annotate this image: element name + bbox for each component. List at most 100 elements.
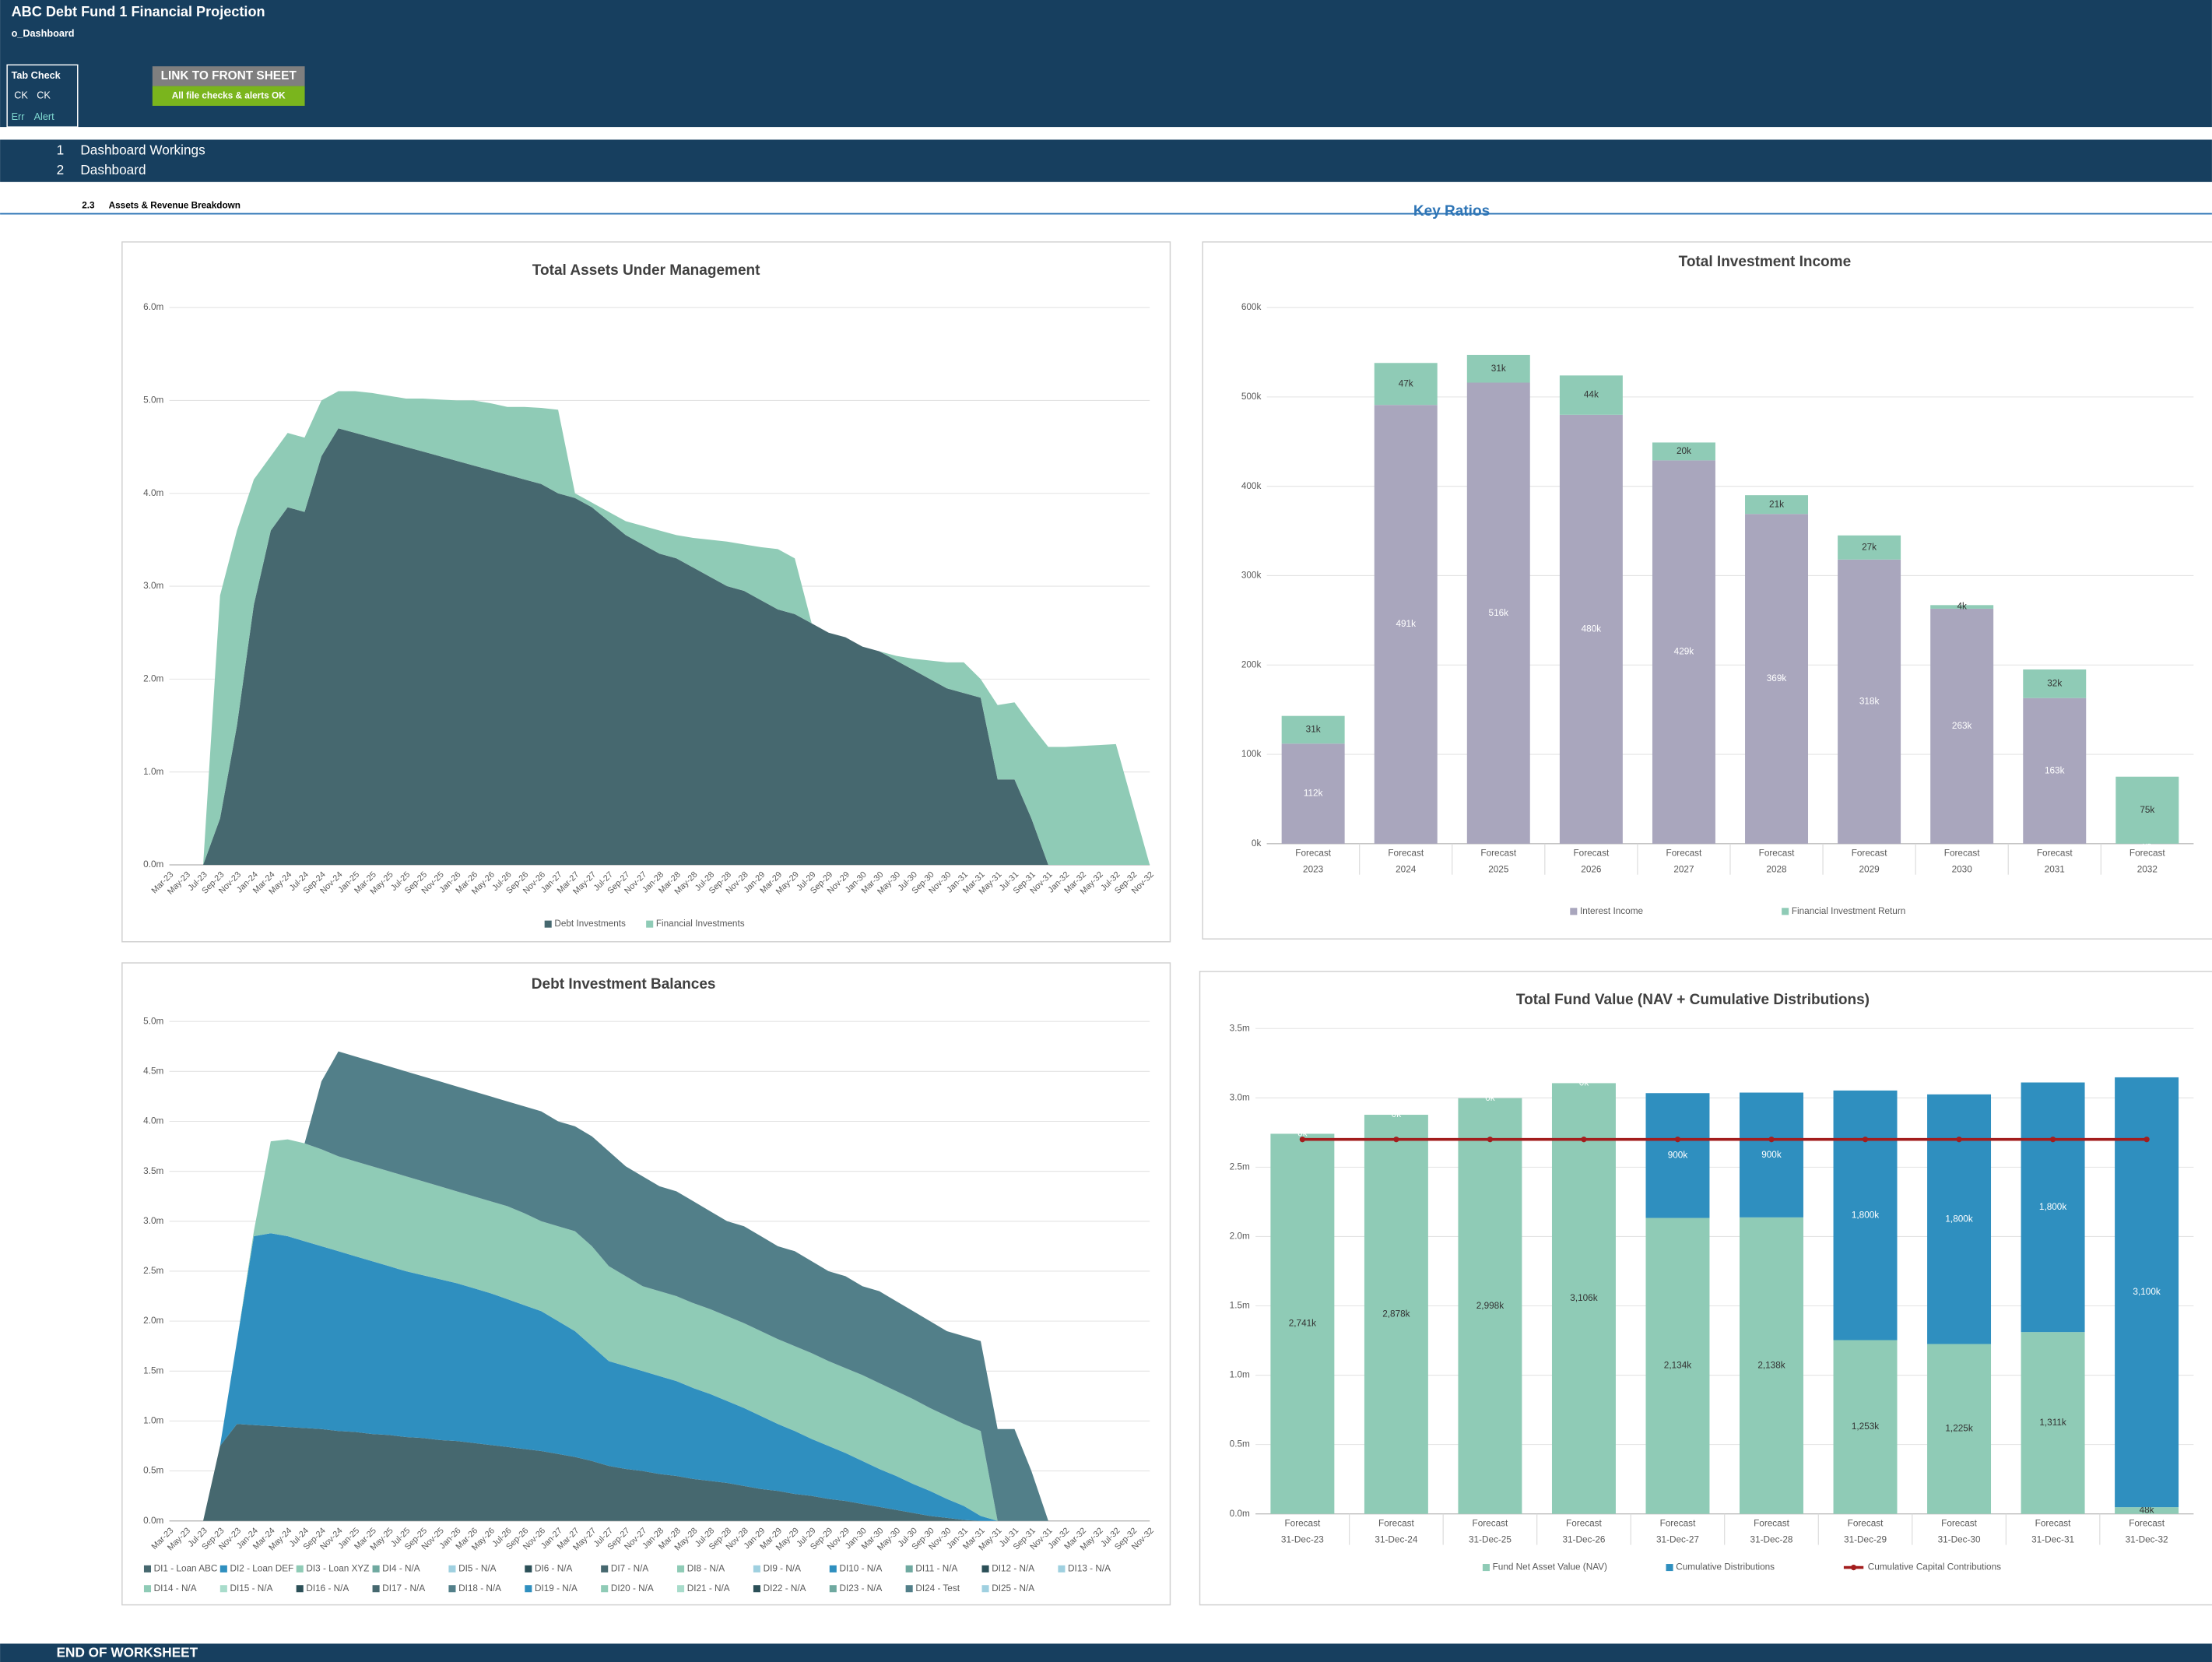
legend-label: Financial Investments <box>656 919 745 929</box>
link-button-label[interactable]: LINK TO FRONT SHEET <box>161 69 297 83</box>
status-box <box>152 86 305 106</box>
x-tick-label: Forecast <box>1284 1518 1321 1528</box>
x-tick-label: Forecast <box>1759 849 1796 859</box>
data-label: 263k <box>1952 721 1972 731</box>
legend-label: DI21 - N/A <box>687 1583 730 1593</box>
data-label: 4k <box>1957 602 1967 612</box>
y-tick-label: 600k <box>1241 302 1262 312</box>
y-tick-label: 0.0m <box>1230 1509 1250 1519</box>
legend-label: Financial Investment Return <box>1792 906 1905 916</box>
x-tick-label: 31-Dec-24 <box>1375 1534 1417 1544</box>
data-label: 491k <box>1396 619 1416 629</box>
data-label: 1,225k <box>1945 1424 1972 1434</box>
area <box>169 1233 1150 1521</box>
x-tick-label: 31-Dec-29 <box>1844 1534 1887 1544</box>
legend-swatch <box>677 1565 685 1572</box>
bar <box>2021 1332 2085 1514</box>
bar <box>1838 535 1901 560</box>
legend-swatch <box>601 1565 609 1572</box>
x-tick-label: 2027 <box>1673 864 1694 874</box>
legend-label: DI20 - N/A <box>611 1583 654 1593</box>
legend-swatch <box>1570 908 1578 915</box>
legend-swatch <box>981 1565 989 1572</box>
x-tick-label: Forecast <box>1573 849 1610 859</box>
legend-swatch <box>296 1585 304 1593</box>
bar <box>1374 363 1438 406</box>
y-tick-label: 2.0m <box>143 673 163 683</box>
legend-label: DI19 - N/A <box>535 1583 578 1593</box>
legend-swatch <box>1482 1564 1490 1572</box>
x-tick-label: Forecast <box>2035 1518 2072 1528</box>
y-tick-label: 0.5m <box>143 1466 163 1476</box>
tab-check-label: Tab Check <box>12 70 61 81</box>
data-label: 27k <box>1862 542 1877 552</box>
subsection-label: Assets & Revenue Breakdown <box>109 201 241 211</box>
tab-check-value: Err <box>12 111 26 122</box>
data-label: 31k <box>1306 725 1321 735</box>
section-label[interactable]: Dashboard <box>80 162 146 177</box>
legend-label: Debt Investments <box>554 919 626 929</box>
legend-swatch <box>525 1585 532 1593</box>
bar <box>1927 1344 1992 1514</box>
bar <box>2115 1077 2179 1508</box>
data-label: 47k <box>1399 378 1413 388</box>
data-label: 2,134k <box>1664 1361 1691 1371</box>
bar <box>1364 1115 1428 1514</box>
bar <box>1466 354 1530 383</box>
x-tick-label: 31-Dec-28 <box>1750 1534 1793 1544</box>
y-tick-label: 2.0m <box>143 1316 163 1326</box>
y-tick-label: 3.5m <box>143 1166 163 1176</box>
data-label: 1,253k <box>1852 1421 1879 1432</box>
link-button[interactable] <box>152 66 305 86</box>
legend-label: DI13 - N/A <box>1068 1563 1111 1573</box>
y-tick-label: 3.0m <box>1230 1092 1250 1102</box>
legend-label: DI7 - N/A <box>611 1563 649 1573</box>
y-tick-label: 400k <box>1241 481 1262 491</box>
y-tick-label: 2.5m <box>143 1266 163 1276</box>
data-label: 900k <box>1761 1150 1782 1160</box>
legend-label: DI25 - N/A <box>992 1583 1034 1593</box>
legend-swatch <box>601 1585 609 1593</box>
legend-label: DI6 - N/A <box>535 1563 573 1573</box>
legend-swatch <box>905 1585 913 1593</box>
bar <box>1466 382 1530 844</box>
area <box>169 1051 1150 1521</box>
bar <box>1930 605 1994 609</box>
data-label: 1,311k <box>2039 1418 2066 1428</box>
x-tick-label: Forecast <box>1378 1518 1415 1528</box>
data-label: 21k <box>1769 499 1784 509</box>
data-label: 516k <box>1489 608 1509 618</box>
x-tick-label: Forecast <box>1295 849 1332 859</box>
bar <box>1833 1090 1898 1340</box>
legend-swatch <box>829 1565 837 1572</box>
line-point <box>2144 1137 2150 1143</box>
key-ratios-label: Key Ratios <box>1413 203 1490 220</box>
legend-swatch <box>1666 1564 1673 1572</box>
footer-band <box>0 1643 2212 1662</box>
legend-label: DI1 - Loan ABC <box>154 1563 218 1573</box>
data-label: 32k <box>2047 678 2062 688</box>
bar <box>1551 1083 1616 1514</box>
y-tick-label: 300k <box>1241 571 1262 581</box>
chart-title: Total Investment Income <box>1679 254 1852 270</box>
legend-swatch <box>143 1565 152 1572</box>
legend-label: Cumulative Distributions <box>1676 1562 1775 1572</box>
bar <box>1281 743 1345 844</box>
legend-label: Fund Net Asset Value (NAV) <box>1493 1562 1607 1572</box>
area <box>169 1424 1150 1521</box>
bar <box>1838 559 1901 844</box>
data-label: 75k <box>2140 805 2154 815</box>
y-tick-label: 1.5m <box>1230 1301 1250 1311</box>
bar <box>2115 1507 2179 1514</box>
x-tick-label: 2032 <box>2137 864 2158 874</box>
section-label[interactable]: Dashboard Workings <box>80 142 205 157</box>
data-label: 1,800k <box>1945 1214 1972 1224</box>
y-tick-label: 0.0m <box>143 1516 163 1526</box>
y-tick-label: 5.0m <box>143 395 163 406</box>
x-tick-label: Forecast <box>2129 1518 2165 1528</box>
x-tick-label: 31-Dec-31 <box>2031 1534 2074 1544</box>
bar <box>1645 1218 1710 1514</box>
data-label: 318k <box>1859 696 1880 706</box>
y-tick-label: 4.0m <box>143 488 163 498</box>
line-point <box>2049 1137 2056 1143</box>
